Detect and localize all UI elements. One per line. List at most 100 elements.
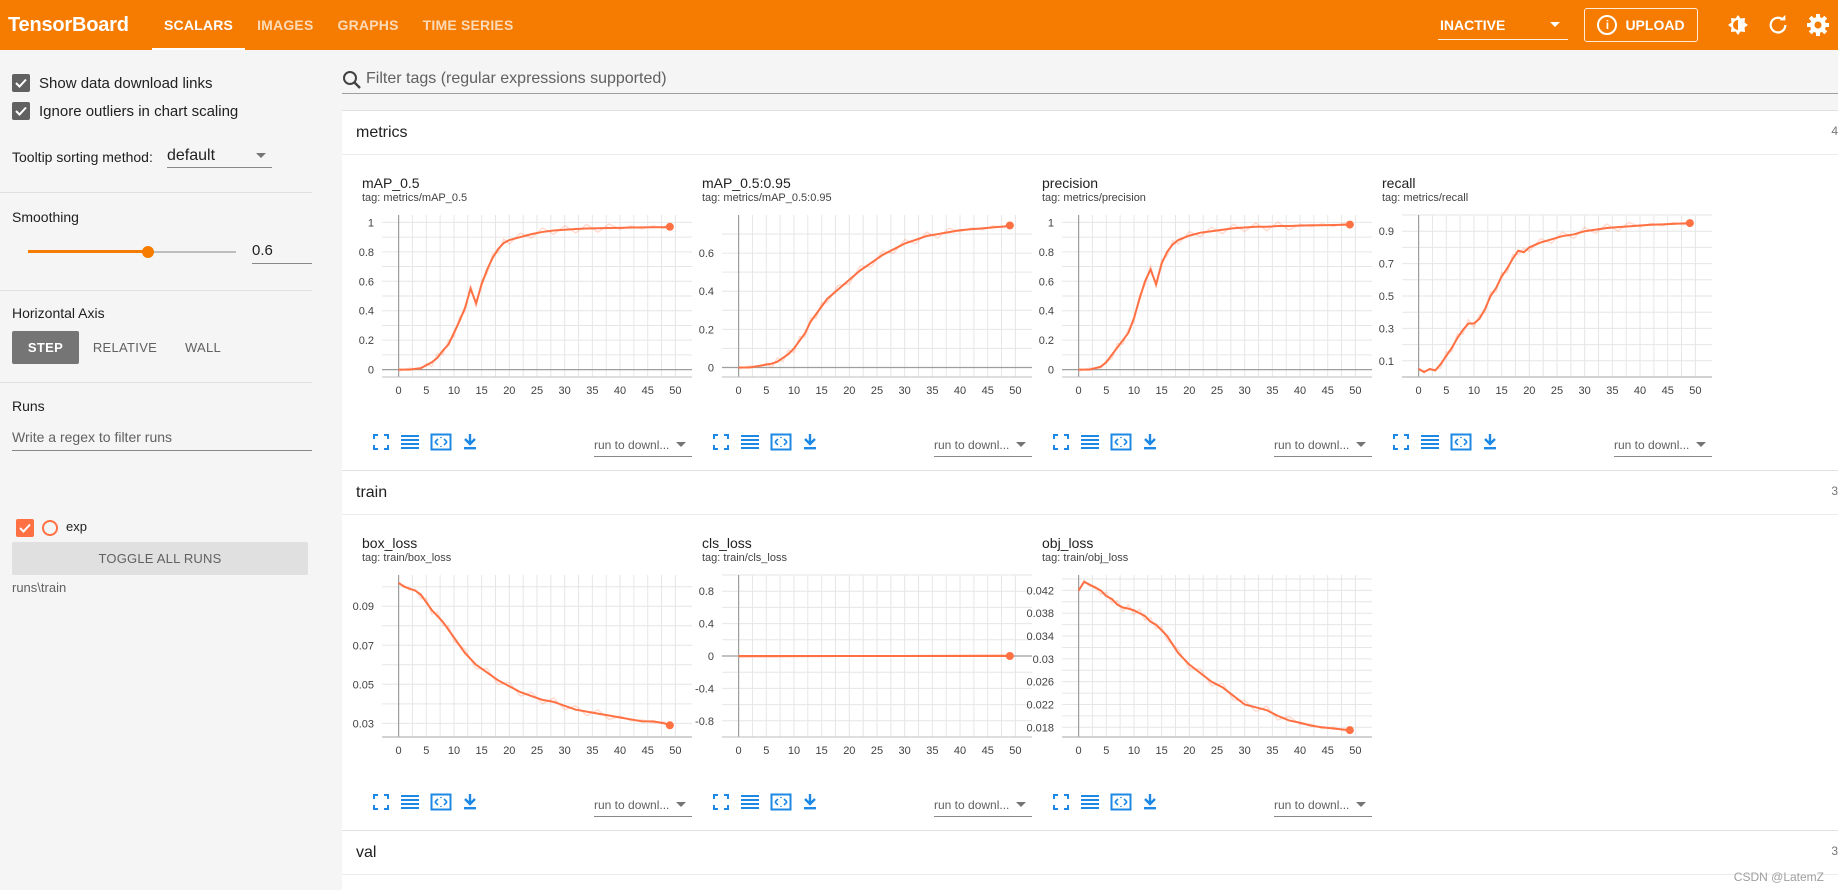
smoothing-slider-thumb[interactable]	[141, 246, 154, 258]
toggle-y-log-button[interactable]	[1080, 433, 1100, 456]
run-exp-checkbox[interactable]	[16, 519, 34, 537]
chart-title: precision	[1042, 175, 1099, 191]
fullscreen-button[interactable]	[1052, 433, 1070, 456]
fit-domain-button[interactable]	[770, 793, 792, 816]
fit-domain-button[interactable]	[430, 433, 452, 456]
toggle-y-log-button[interactable]	[400, 793, 420, 816]
toggle-y-log-button[interactable]	[740, 433, 760, 456]
fullscreen-icon	[373, 794, 389, 810]
ignore-outliers-checkbox[interactable]: Ignore outliers in chart scaling	[12, 102, 238, 120]
section-header[interactable]: train	[342, 471, 1838, 515]
line-chart[interactable]: 0 5 10 15 20 25 30 35 40 45 50 -0.8 -0.4 0 0.4 0.8	[682, 561, 1034, 761]
fullscreen-icon	[1053, 794, 1069, 810]
axis-step-button[interactable]: STEP	[12, 331, 79, 364]
x-tick-label: 40	[954, 385, 966, 397]
download-chart-button[interactable]	[802, 433, 818, 456]
run-download-select[interactable]: run to downl...	[934, 793, 1032, 817]
fullscreen-icon	[713, 794, 729, 810]
x-tick-label: 45	[1662, 385, 1674, 397]
tab-scalars[interactable]: SCALARS	[152, 0, 246, 50]
inactive-plugins-select[interactable]: INACTIVE	[1438, 10, 1568, 40]
download-chart-button[interactable]	[1142, 793, 1158, 816]
x-tick-label: 15	[1156, 385, 1168, 397]
toggle-y-log-button[interactable]	[1420, 433, 1440, 456]
fit-domain-button[interactable]	[430, 793, 452, 816]
run-download-select[interactable]: run to downl...	[1274, 433, 1372, 457]
upload-button[interactable]: i UPLOAD	[1584, 8, 1698, 42]
fit-domain-button[interactable]	[770, 433, 792, 456]
fullscreen-button[interactable]	[372, 793, 390, 816]
divider	[0, 192, 312, 193]
fullscreen-button[interactable]	[1052, 793, 1070, 816]
show-download-links-checkbox[interactable]: Show data download links	[12, 74, 212, 92]
chart-tag: tag: train/box_loss	[362, 552, 452, 564]
fullscreen-button[interactable]	[712, 793, 730, 816]
x-tick-label: 15	[476, 385, 488, 397]
run-download-select[interactable]: run to downl...	[594, 793, 692, 817]
tab-images[interactable]: IMAGES	[257, 17, 314, 33]
fullscreen-button[interactable]	[1392, 433, 1410, 456]
toggle-y-log-button[interactable]	[400, 433, 420, 456]
section-metrics: metrics 4	[342, 110, 1838, 470]
theme-toggle-button[interactable]	[1718, 0, 1758, 50]
chart-tag: tag: metrics/mAP_0.5	[362, 192, 468, 204]
section-header[interactable]: val	[342, 831, 1838, 875]
tooltip-sorting-select[interactable]: default	[167, 144, 272, 168]
line-chart[interactable]: 0 5 10 15 20 25 30 35 40 45 50 0.018 0.022 0.026 0.03 0…	[1022, 561, 1374, 761]
toggle-y-log-button[interactable]	[1080, 793, 1100, 816]
x-tick-label: 40	[614, 745, 626, 757]
runs-filter-input[interactable]: Write a regex to filter runs	[12, 423, 312, 451]
x-tick-label: 10	[788, 745, 800, 757]
axis-relative-button[interactable]: RELATIVE	[92, 340, 158, 355]
upload-label: UPLOAD	[1625, 17, 1685, 33]
x-tick-label: 25	[871, 385, 883, 397]
line-chart[interactable]: 0 5 10 15 20 25 30 35 40 45 50 0 0.2 0.4 0.6 0.8 1	[1022, 201, 1374, 401]
axis-wall-button[interactable]: WALL	[184, 340, 222, 355]
line-chart[interactable]: 0 5 10 15 20 25 30 35 40 45 50 0.03 0.05 0.07 0.09	[342, 561, 694, 761]
download-chart-button[interactable]	[462, 433, 478, 456]
fit-domain-icon	[430, 433, 452, 451]
tab-graphs[interactable]: GRAPHS	[337, 17, 399, 33]
download-chart-button[interactable]	[802, 793, 818, 816]
line-chart[interactable]: 0 5 10 15 20 25 30 35 40 45 50 0 0.2 0.4 0.6	[682, 201, 1034, 401]
run-color-circle-icon[interactable]	[42, 520, 58, 536]
run-download-label: run to downl...	[594, 437, 670, 452]
section-header[interactable]: metrics	[342, 111, 1838, 155]
y-tick-label: 0.03	[353, 718, 374, 730]
x-tick-label: 0	[1076, 745, 1082, 757]
fullscreen-button[interactable]	[372, 433, 390, 456]
download-chart-button[interactable]	[1142, 433, 1158, 456]
checkbox-checked-icon	[12, 102, 30, 120]
fullscreen-icon	[373, 434, 389, 450]
tab-time-series[interactable]: TIME SERIES	[422, 17, 514, 33]
sidebar: Show data download links Ignore outliers…	[0, 50, 312, 890]
fullscreen-button[interactable]	[712, 433, 730, 456]
run-download-select[interactable]: run to downl...	[1274, 793, 1372, 817]
x-tick-label: 25	[1211, 745, 1223, 757]
toggle-all-runs-button[interactable]: TOGGLE ALL RUNS	[12, 542, 308, 575]
x-tick-label: 0	[396, 385, 402, 397]
y-tick-label: 0.4	[359, 306, 374, 318]
download-chart-button[interactable]	[1482, 433, 1498, 456]
fit-domain-button[interactable]	[1450, 433, 1472, 456]
download-chart-button[interactable]	[462, 793, 478, 816]
tag-filter-input[interactable]: Filter tags (regular expressions support…	[342, 64, 1838, 94]
smoothing-input[interactable]: 0.6	[252, 238, 312, 264]
line-chart[interactable]: 0 5 10 15 20 25 30 35 40 45 50 0.1 0.3 0.5 0.7 0.9	[1362, 201, 1714, 401]
run-download-select[interactable]: run to downl...	[934, 433, 1032, 457]
y-tick-label: 0.4	[1039, 306, 1054, 318]
reload-button[interactable]	[1758, 0, 1798, 50]
chart-card: mAP_0.5 tag: metrics/mAP_0.5 0 5 10 15 20 25 30 3…	[342, 155, 692, 457]
run-download-select[interactable]: run to downl...	[594, 433, 692, 457]
fit-domain-button[interactable]	[1110, 433, 1132, 456]
settings-button[interactable]	[1798, 0, 1838, 50]
x-tick-label: 5	[423, 385, 429, 397]
run-download-select[interactable]: run to downl...	[1614, 433, 1712, 457]
section-val: val 3	[342, 830, 1838, 890]
line-chart[interactable]: 0 5 10 15 20 25 30 35 40 45 50 0 0.2 0.4 0.6 0.8 1	[342, 201, 694, 401]
toggle-y-log-button[interactable]	[740, 793, 760, 816]
x-tick-label: 45	[982, 745, 994, 757]
divider	[0, 382, 312, 383]
y-tick-label: 0.034	[1026, 631, 1054, 643]
fit-domain-button[interactable]	[1110, 793, 1132, 816]
